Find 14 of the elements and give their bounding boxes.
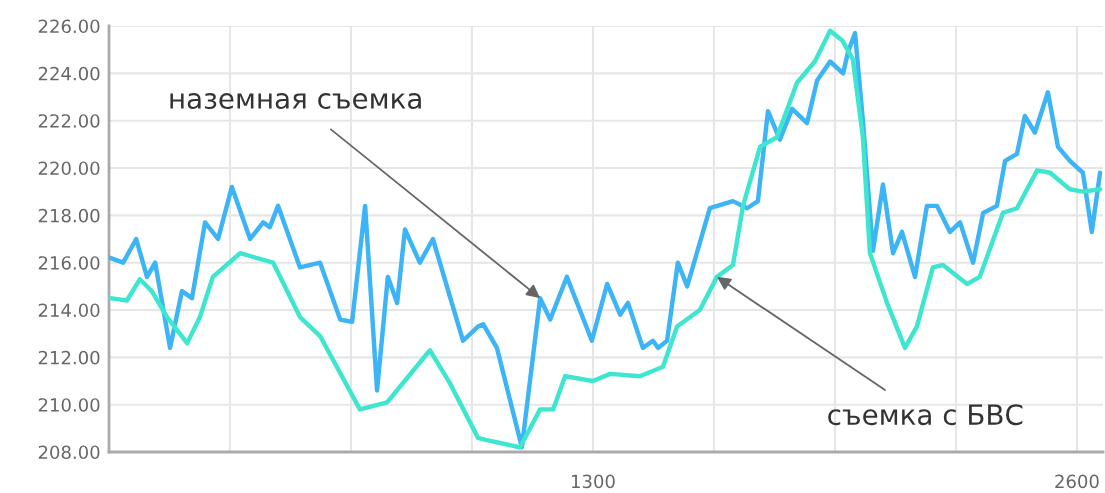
y-tick-label: 214.00: [38, 303, 100, 318]
y-tick-label: 220.00: [38, 161, 100, 176]
y-tick-label: 224.00: [38, 66, 100, 81]
y-tick-label: 216.00: [38, 256, 100, 270]
y-tick-label: 210.00: [38, 398, 100, 412]
x-tick-label: 1300: [571, 474, 615, 489]
y-tick-label: 208.00: [38, 445, 100, 460]
y-tick-label: 212.00: [38, 350, 100, 365]
y-tick-label: 222.00: [38, 114, 100, 128]
x-tick-label: 2600: [1055, 474, 1099, 489]
y-tick-label: 226.00: [38, 19, 100, 34]
annotation: съемка с БВС: [828, 404, 1023, 426]
y-tick-label: 218.00: [38, 208, 100, 223]
annotation: наземная съемка: [170, 93, 421, 109]
